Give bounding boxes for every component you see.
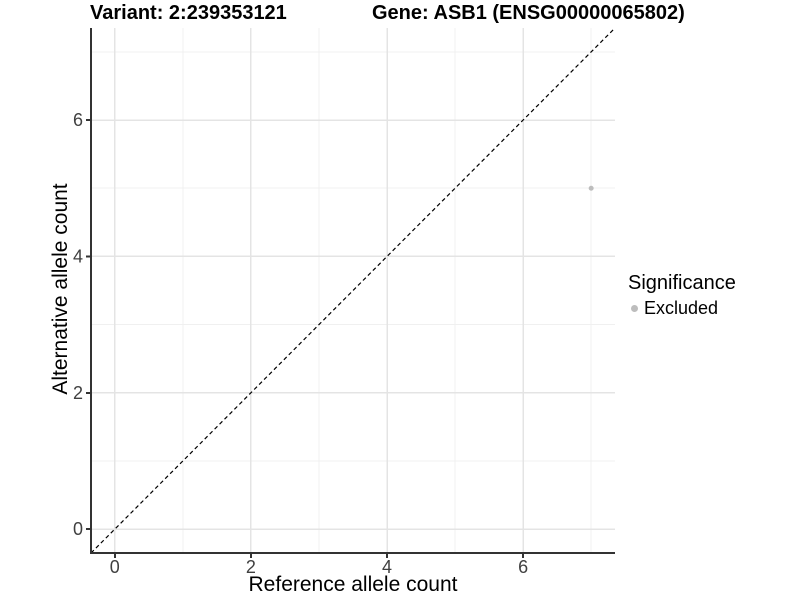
x-tick-label: 0 xyxy=(110,557,120,577)
x-tick-label: 6 xyxy=(518,557,528,577)
x-tick-label: 2 xyxy=(246,557,256,577)
legend: Significance Excluded xyxy=(628,271,736,319)
plot-title-gene: Gene: ASB1 (ENSG00000065802) xyxy=(372,2,685,24)
y-tick-label: 0 xyxy=(73,519,83,539)
legend-item-excluded: Excluded xyxy=(628,297,736,319)
y-tick-label: 2 xyxy=(73,383,83,403)
plot-title-variant: Variant: 2:239353121 xyxy=(90,2,287,24)
data-point xyxy=(588,185,594,191)
legend-item-label: Excluded xyxy=(644,298,719,318)
y-axis-title: Alternative allele count xyxy=(49,183,72,395)
x-tick-label: 4 xyxy=(382,557,392,577)
y-tick-label: 6 xyxy=(73,110,83,130)
legend-key-dot xyxy=(631,304,638,312)
legend-title: Significance xyxy=(628,272,736,294)
identity-line xyxy=(90,27,616,554)
x-axis-title: Reference allele count xyxy=(248,573,458,596)
y-tick-label: 4 xyxy=(73,246,83,266)
